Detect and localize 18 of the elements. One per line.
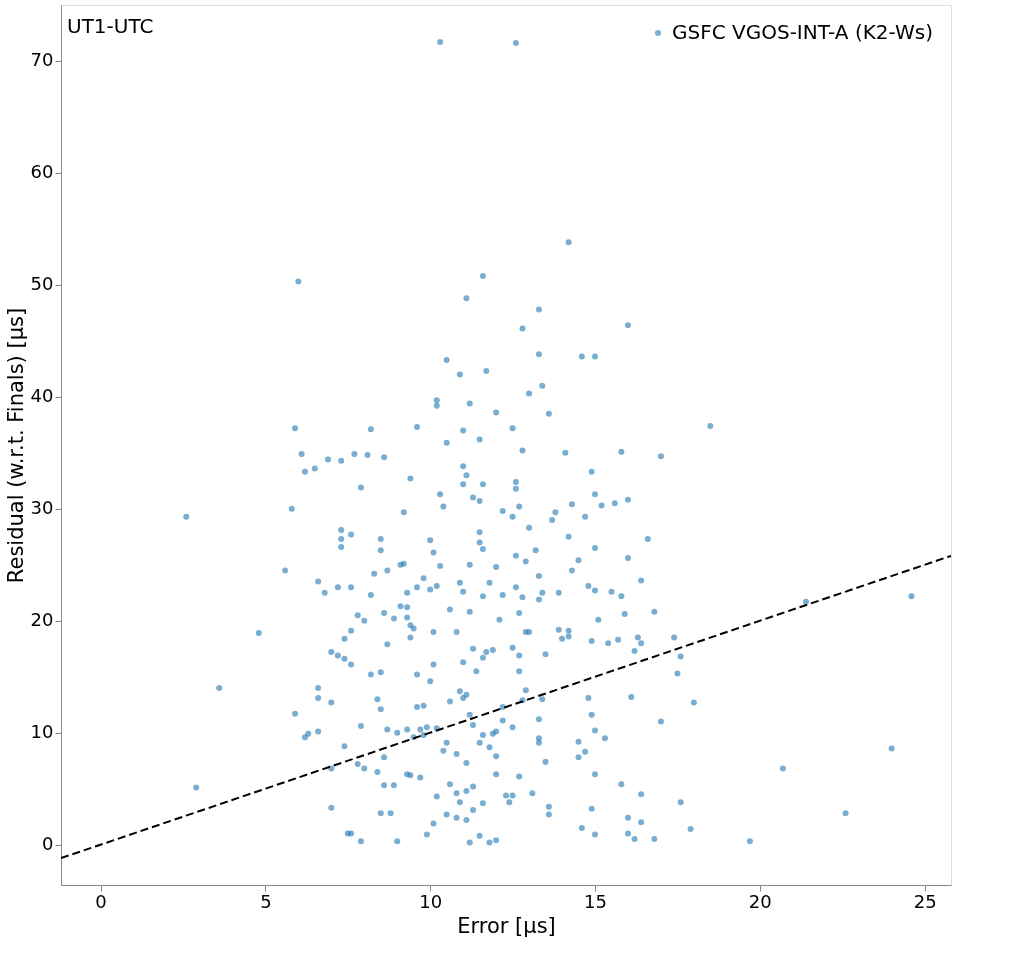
x-tick-label: 15 [584, 890, 607, 912]
annotation: UT1-UTC [67, 14, 154, 38]
x-tick-label: 10 [419, 890, 443, 912]
y-tick-label: 50 [30, 273, 54, 295]
y-tick-label: 10 [30, 721, 54, 743]
x-tick-label: 25 [913, 890, 937, 912]
legend-label: GSFC VGOS-INT-A (K2-Ws) [672, 20, 933, 44]
x-tick-label: 0 [95, 890, 107, 912]
x-tick-label: 5 [260, 890, 272, 912]
y-tick-label: 20 [30, 609, 54, 631]
y-tick-label: 30 [30, 497, 54, 519]
y-tick-label: 40 [30, 385, 54, 407]
x-axis-title: Error [μs] [457, 913, 556, 938]
y-tick-label: 60 [30, 161, 54, 183]
x-tick-label: 20 [748, 890, 772, 912]
y-tick-label: 70 [30, 49, 54, 71]
y-axis-title: Residual (w.r.t. Finals) [μs] [3, 307, 28, 584]
y-tick-label: 0 [42, 833, 54, 855]
